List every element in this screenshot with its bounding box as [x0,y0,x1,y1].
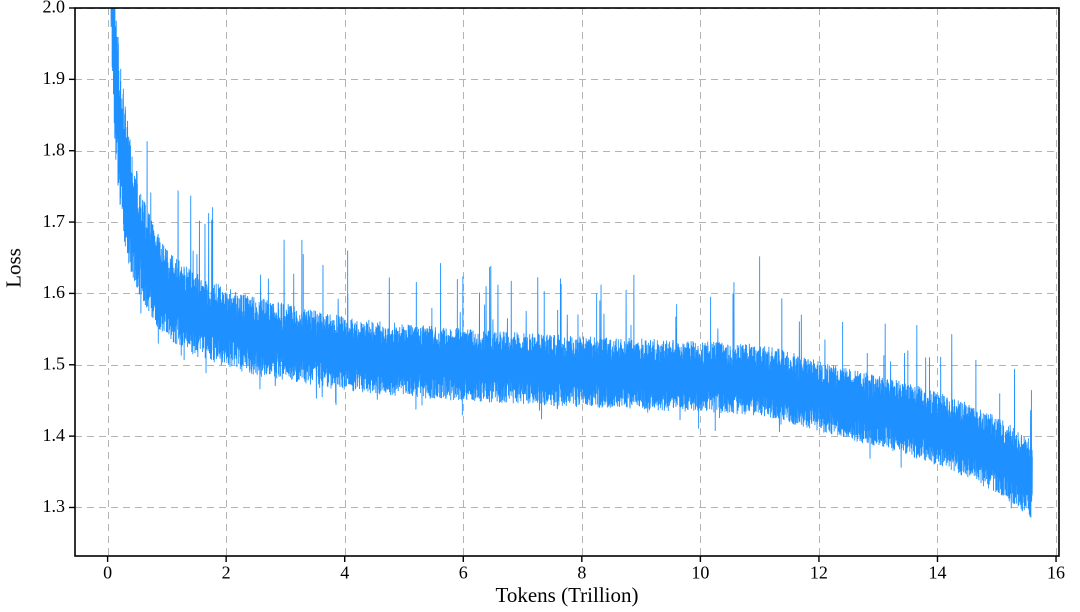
loss-chart: Tokens (Trillion) Loss [0,0,1080,612]
chart-canvas [0,0,1080,612]
